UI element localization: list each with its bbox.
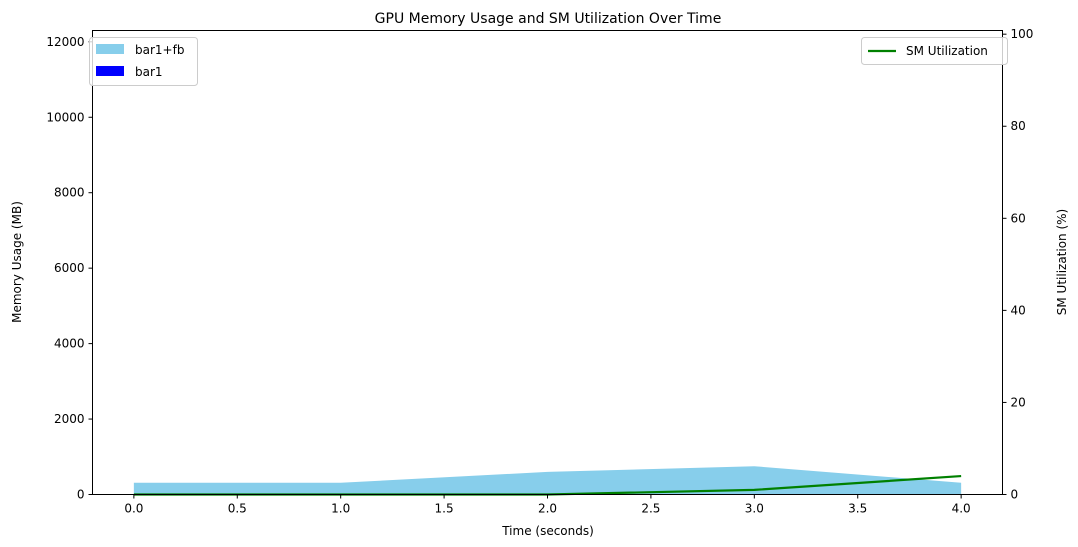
plot-area (133, 466, 962, 496)
y-left-tick-label: 2000 (54, 412, 85, 426)
y-axis-label-right: SM Utilization (%) (1055, 209, 1069, 316)
y-right-tick-label: 80 (1011, 119, 1026, 133)
x-tick-label: 3.0 (745, 502, 764, 516)
y-axis-label-left: Memory Usage (MB) (10, 201, 24, 323)
legend-label-bar1-fb: bar1+fb (135, 43, 184, 57)
y-axis-right: 0 20 40 60 80 100 (1002, 27, 1034, 502)
y-right-tick-label: 60 (1011, 211, 1026, 225)
y-right-tick-label: 40 (1011, 303, 1026, 317)
x-tick-label: 1.0 (331, 502, 350, 516)
legend-swatch-bar1 (96, 66, 124, 76)
x-tick-label: 3.5 (848, 502, 867, 516)
y-right-tick-label: 20 (1011, 395, 1026, 409)
plot-frame (92, 30, 1003, 495)
x-tick-label: 2.5 (641, 502, 660, 516)
x-tick-label: 0.5 (228, 502, 247, 516)
y-left-tick-label: 8000 (54, 186, 85, 200)
area-bar1-fb (133, 466, 962, 495)
y-left-tick-label: 12000 (46, 35, 84, 49)
x-tick-label: 4.0 (952, 502, 971, 516)
x-axis-label: Time (seconds) (501, 524, 594, 538)
x-tick-label: 1.5 (435, 502, 454, 516)
legend-left: bar1+fb bar1 (89, 37, 198, 86)
x-tick-label: 0.0 (124, 502, 143, 516)
legend-label-bar1: bar1 (135, 65, 163, 79)
legend-swatch-bar1-fb (96, 44, 124, 54)
x-tick-label: 2.0 (538, 502, 557, 516)
legend-right: SM Utilization (861, 37, 1008, 65)
y-left-tick-label: 6000 (54, 261, 85, 275)
x-axis: 0.0 0.5 1.0 1.5 2.0 2.5 3.0 3.5 4.0 (124, 494, 971, 516)
y-left-tick-label: 0 (77, 488, 85, 502)
legend-right-box (861, 37, 1008, 65)
legend-label-sm-utilization: SM Utilization (906, 44, 988, 58)
chart-title: GPU Memory Usage and SM Utilization Over… (375, 11, 722, 27)
y-right-tick-label: 100 (1011, 27, 1034, 41)
y-left-tick-label: 4000 (54, 337, 85, 351)
y-right-tick-label: 0 (1011, 488, 1019, 502)
y-axis-left: 0 2000 4000 6000 8000 10000 12000 (46, 35, 93, 502)
y-left-tick-label: 10000 (46, 110, 84, 124)
